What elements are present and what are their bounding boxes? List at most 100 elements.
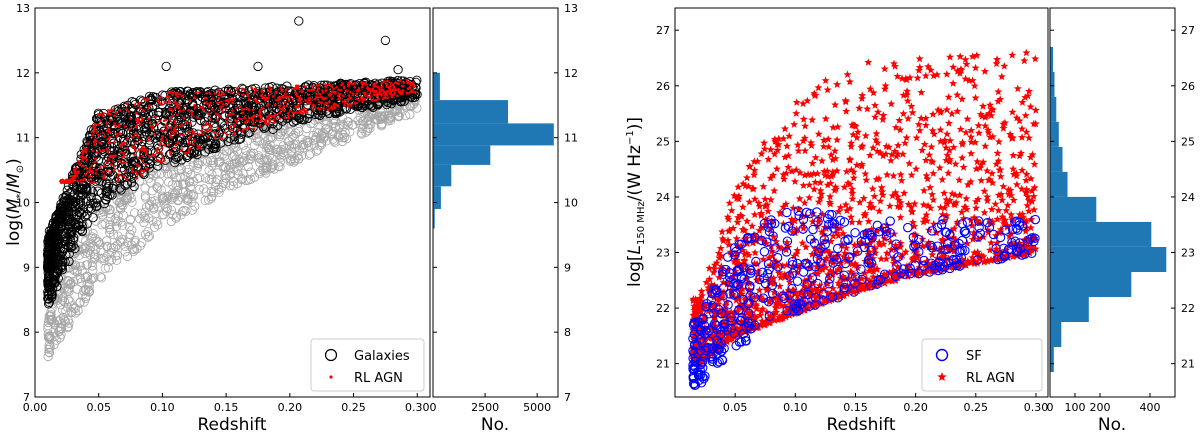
rl-agn-star bbox=[959, 163, 968, 171]
rl-agn-star bbox=[766, 195, 775, 204]
rl-agn-star bbox=[799, 115, 808, 123]
rl-agn-point bbox=[107, 127, 110, 131]
rl-agn-point bbox=[198, 106, 202, 109]
parent-sample-point bbox=[309, 140, 320, 150]
rl-agn-point bbox=[209, 92, 212, 96]
rl-agn-point bbox=[279, 107, 282, 111]
parent-sample-point bbox=[100, 263, 110, 273]
rl-agn-star bbox=[944, 169, 953, 177]
galaxy-point bbox=[170, 154, 180, 164]
rl-agn-point bbox=[120, 143, 124, 147]
parent-sample-point bbox=[302, 135, 312, 146]
parent-sample-point bbox=[123, 237, 133, 248]
rl-agn-star bbox=[1021, 111, 1030, 119]
rl-agn-point bbox=[406, 87, 410, 90]
parent-sample-point bbox=[74, 245, 84, 255]
parent-sample-point bbox=[149, 222, 160, 232]
rl-agn-star bbox=[971, 93, 980, 102]
rl-agn-point bbox=[160, 139, 164, 143]
parent-sample-point bbox=[130, 208, 140, 218]
rl-agn-point bbox=[272, 121, 276, 125]
parent-sample-point bbox=[175, 172, 185, 182]
rl-agn-point bbox=[325, 102, 329, 105]
galaxy-point bbox=[88, 212, 98, 223]
rl-agn-point bbox=[269, 90, 272, 93]
parent-sample-point bbox=[225, 181, 235, 191]
rl-agn-point bbox=[207, 112, 210, 115]
rl-agn-point bbox=[222, 92, 225, 96]
rl-agn-star bbox=[871, 101, 879, 109]
rl-agn-star bbox=[793, 140, 802, 149]
parent-sample-point bbox=[124, 222, 134, 232]
rl-agn-point bbox=[246, 94, 250, 98]
parent-sample-point bbox=[144, 231, 154, 241]
parent-sample-point bbox=[207, 169, 217, 179]
rl-agn-point bbox=[176, 141, 180, 144]
rl-agn-point bbox=[184, 151, 187, 155]
rl-agn-point bbox=[192, 139, 196, 143]
rl-agn-point bbox=[116, 177, 120, 180]
rl-agn-star bbox=[918, 146, 927, 154]
parent-sample-point bbox=[103, 263, 114, 273]
rl-agn-point bbox=[313, 104, 316, 107]
parent-sample-point bbox=[221, 173, 231, 183]
parent-sample-point bbox=[268, 160, 278, 170]
rl-agn-point bbox=[131, 135, 135, 139]
rl-agn-point bbox=[79, 179, 83, 182]
rl-agn-point bbox=[363, 98, 367, 101]
rl-agn-point bbox=[222, 103, 225, 106]
rl-agn-point bbox=[311, 89, 314, 92]
rl-agn-star bbox=[896, 170, 905, 179]
parent-sample-point bbox=[117, 234, 127, 244]
rl-agn-point bbox=[94, 160, 97, 164]
rl-agn-star bbox=[833, 80, 842, 88]
rl-agn-point bbox=[387, 86, 391, 89]
rl-agn-point bbox=[208, 123, 211, 126]
parent-sample-point bbox=[252, 133, 262, 143]
rl-agn-point bbox=[123, 161, 127, 164]
rl-agn-point bbox=[99, 165, 102, 169]
parent-sample-point bbox=[81, 241, 91, 251]
rl-agn-point bbox=[118, 132, 122, 135]
rl-agn-point bbox=[393, 88, 397, 91]
rl-agn-star bbox=[864, 58, 873, 66]
rl-agn-point bbox=[252, 127, 256, 131]
rl-agn-point bbox=[259, 112, 262, 115]
rl-agn-point bbox=[350, 82, 354, 86]
parent-sample-point bbox=[412, 103, 422, 113]
rl-agn-point bbox=[281, 107, 285, 111]
y-tick-label: 8 bbox=[564, 326, 571, 339]
rl-agn-point bbox=[207, 105, 211, 109]
rl-agn-star bbox=[792, 98, 801, 106]
rl-agn-point bbox=[287, 116, 290, 119]
rl-agn-star bbox=[1007, 210, 1016, 219]
rl-agn-point bbox=[131, 170, 134, 174]
rl-agn-point bbox=[353, 102, 357, 105]
rl-agn-star bbox=[980, 208, 989, 216]
rl-agn-point bbox=[95, 168, 98, 172]
parent-sample-point bbox=[135, 214, 145, 224]
rl-agn-point bbox=[113, 141, 116, 144]
rl-agn-point bbox=[378, 88, 382, 91]
rl-agn-point bbox=[105, 147, 109, 150]
galaxy-point bbox=[140, 153, 150, 163]
rl-agn-point bbox=[107, 111, 111, 115]
rl-agn-star bbox=[862, 175, 871, 184]
rl-agn-point bbox=[224, 108, 228, 111]
rl-agn-point bbox=[240, 117, 243, 121]
rl-agn-point bbox=[99, 149, 102, 153]
rl-agn-star bbox=[868, 184, 877, 193]
rl-agn-star bbox=[977, 176, 986, 184]
galaxy-point bbox=[62, 185, 72, 195]
y-tick-label: 11 bbox=[16, 132, 30, 145]
rl-agn-point bbox=[239, 105, 242, 108]
rl-agn-star bbox=[905, 159, 914, 167]
parent-sample-point bbox=[218, 178, 228, 188]
parent-sample-point bbox=[59, 283, 69, 294]
rl-agn-star bbox=[908, 108, 917, 117]
parent-sample-point bbox=[166, 205, 176, 215]
rl-agn-star bbox=[855, 104, 864, 112]
rl-agn-star bbox=[871, 113, 880, 121]
rl-agn-point bbox=[123, 141, 127, 145]
